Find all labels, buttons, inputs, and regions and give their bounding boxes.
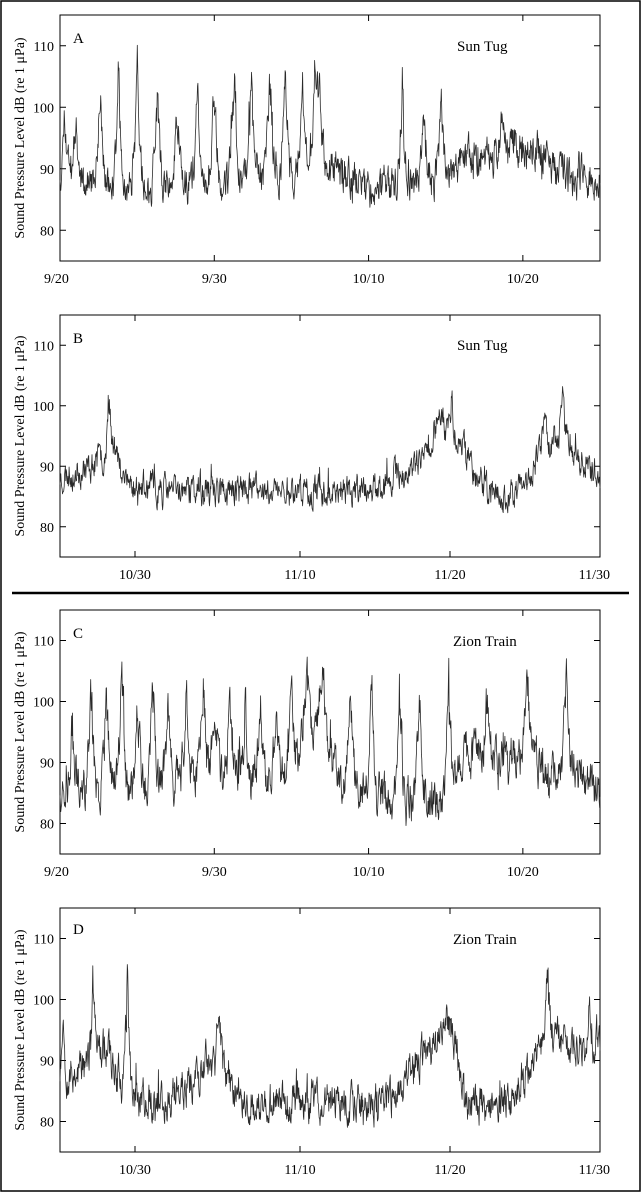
x-tick-label: 10/10 (353, 272, 385, 287)
x-tick-label: 11/30 (579, 568, 610, 583)
panel-b: 80 90 100 110 10/30 11/10 11/20 11/30 B Sun Tu… (13, 314, 610, 583)
panel-c-plot-area (59, 609, 601, 855)
panel-d: 80 90 100 110 10/30 11/10 11/20 11/30 D Zion T… (13, 907, 610, 1178)
y-tick-label: 90 (40, 460, 54, 475)
panel-b-yticks: 80 90 100 110 (33, 339, 600, 536)
x-tick-label: 9/30 (202, 865, 227, 880)
x-tick-label: 11/20 (434, 1163, 465, 1178)
x-tick-label: 11/30 (579, 1163, 610, 1178)
x-tick-label: 10/20 (507, 272, 539, 287)
panel-d-yticks: 80 90 100 110 (33, 933, 600, 1131)
panel-a-letter: A (73, 31, 84, 47)
panel-a-xticks: 9/20 9/30 10/10 10/20 (44, 15, 539, 287)
y-tick-label: 80 (40, 224, 54, 239)
y-tick-label: 90 (40, 163, 54, 178)
y-tick-label: 100 (33, 400, 54, 415)
panel-b-letter: B (73, 331, 83, 347)
panel-b-series-line (59, 386, 601, 514)
panel-b-ylabel: Sound Pressure Level dB (re 1 μPa) (13, 335, 28, 536)
x-tick-label: 10/30 (119, 1163, 151, 1178)
panel-c: 80 90 100 110 9/20 9/30 10/10 10/20 C Zion Tra… (13, 609, 601, 880)
y-tick-label: 80 (40, 1116, 54, 1131)
y-tick-label: 110 (34, 933, 54, 948)
x-tick-label: 10/30 (119, 568, 151, 583)
panel-d-series-line (59, 964, 601, 1128)
y-tick-label: 90 (40, 1055, 54, 1070)
panel-b-xticks: 10/30 11/10 11/20 11/30 (119, 315, 610, 583)
x-tick-label: 10/10 (353, 865, 385, 880)
x-tick-label: 9/20 (44, 865, 69, 880)
panel-d-plot-area (59, 907, 601, 1153)
panel-b-annotation: Sun Tug (457, 338, 508, 354)
panel-c-series-line (59, 656, 601, 826)
panel-a-ylabel: Sound Pressure Level dB (re 1 μPa) (13, 37, 28, 238)
y-tick-label: 80 (40, 521, 54, 536)
y-tick-label: 110 (34, 40, 54, 55)
y-tick-label: 100 (33, 101, 54, 116)
panel-d-xticks: 10/30 11/10 11/20 11/30 (119, 908, 610, 1178)
panel-c-letter: C (73, 626, 83, 642)
x-tick-label: 10/20 (507, 865, 539, 880)
panel-a-yticks: 80 90 100 110 (33, 40, 600, 239)
y-tick-label: 100 (33, 696, 54, 711)
x-tick-label: 11/10 (284, 1163, 315, 1178)
y-tick-label: 100 (33, 994, 54, 1009)
x-tick-label: 9/20 (44, 272, 69, 287)
panel-c-ylabel: Sound Pressure Level dB (re 1 μPa) (13, 631, 28, 832)
panel-d-ylabel: Sound Pressure Level dB (re 1 μPa) (13, 929, 28, 1130)
panel-a-plot-area (59, 14, 601, 262)
panel-c-yticks: 80 90 100 110 (33, 635, 600, 833)
x-tick-label: 9/30 (202, 272, 227, 287)
panel-a-annotation: Sun Tug (457, 39, 508, 55)
y-tick-label: 110 (34, 635, 54, 650)
panel-c-xticks: 9/20 9/30 10/10 10/20 (44, 610, 539, 880)
y-tick-label: 110 (34, 339, 54, 354)
panel-c-annotation: Zion Train (453, 634, 517, 650)
y-tick-label: 80 (40, 818, 54, 833)
panel-b-plot-area (59, 314, 601, 558)
panel-d-annotation: Zion Train (453, 932, 517, 948)
x-tick-label: 11/10 (284, 568, 315, 583)
panel-d-letter: D (73, 922, 84, 938)
y-tick-label: 90 (40, 757, 54, 772)
panel-a-series-line (59, 44, 601, 208)
x-tick-label: 11/20 (434, 568, 465, 583)
